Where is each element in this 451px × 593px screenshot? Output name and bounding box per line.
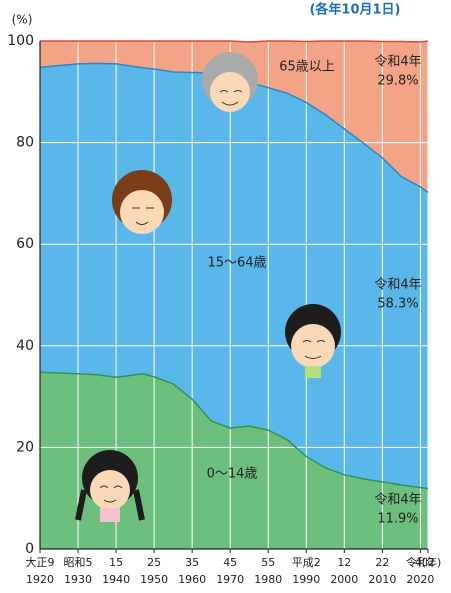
area: [40, 41, 428, 193]
x-tick-label: 25: [147, 556, 161, 569]
elderly-face: [202, 52, 258, 112]
x-tick-label: 1980: [254, 573, 282, 586]
x-tick-label: 大正9: [26, 555, 55, 569]
y-tick-label: 60: [16, 236, 34, 252]
y-tick-label: 80: [16, 135, 34, 151]
x-tick-label: 22: [375, 556, 389, 569]
x-tick-label: 2020: [406, 573, 434, 586]
note: (各年10月1日): [309, 2, 400, 18]
x-tick-label: 45: [223, 556, 237, 569]
y-tick-label: 20: [16, 439, 34, 455]
end-label: 令和4年: [374, 278, 421, 293]
x-tick-label: 平成2: [292, 556, 321, 569]
end-label: 令和4年: [374, 493, 421, 508]
area: [40, 63, 428, 489]
value-label: 11.9%: [377, 512, 418, 527]
x-tick-label: 令和2: [406, 555, 435, 569]
x-tick-label: 昭和5: [64, 556, 93, 569]
illustrations: [75, 52, 341, 522]
y-unit: (%): [12, 13, 33, 27]
series-line: [39, 371, 429, 490]
series-label: 65歳以上: [279, 60, 335, 75]
series-line: [40, 40, 429, 43]
x-tick-label: 1920: [26, 573, 54, 586]
x-tick-label: 2000: [330, 573, 358, 586]
woman-face: [112, 170, 172, 234]
x-tick-label: 12: [337, 556, 351, 569]
value-label: 29.8%: [377, 74, 418, 89]
end-label: 令和4年: [374, 55, 421, 70]
x-tick-label: 1970: [216, 573, 244, 586]
series-label: 15〜64歳: [207, 256, 266, 271]
y-tick-label: 0: [25, 541, 34, 557]
x-tick-label: 1950: [140, 573, 168, 586]
x-tick-label: 35: [185, 556, 199, 569]
x-tick-label: 55: [261, 556, 275, 569]
series-label: 0〜14歳: [207, 467, 258, 482]
man-face: [285, 304, 341, 378]
x-tick-label: 2010: [368, 573, 396, 586]
x-tick-label: 1990: [292, 573, 320, 586]
x-tick-label: 1960: [178, 573, 206, 586]
y-tick-label: 40: [16, 338, 34, 354]
y-tick-label: 100: [7, 33, 34, 49]
x-tick-label: 1940: [102, 573, 130, 586]
plot: 0 20 40 60 80 100 大正9 昭和5 15 25 35 45 55 平成2 12 22 令和24(…: [7, 33, 441, 586]
girl-face: [75, 450, 145, 522]
x-tick-label: 4(年): [415, 555, 442, 569]
value-label: 58.3%: [377, 297, 418, 312]
x-tick-label: 15: [109, 556, 123, 569]
x-tick-label: 1930: [64, 573, 92, 586]
